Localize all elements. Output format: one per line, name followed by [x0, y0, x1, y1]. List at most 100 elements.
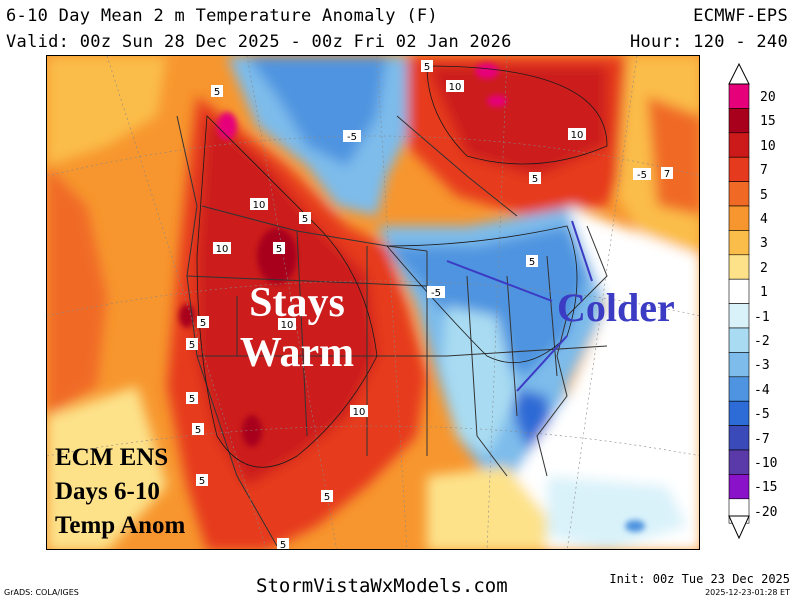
contour-label: 7 — [664, 169, 670, 180]
contour-label: 5 — [424, 62, 430, 73]
colorbar-swatch — [728, 181, 750, 207]
colorbar-swatch — [728, 132, 750, 158]
contour-label-bg — [213, 242, 231, 254]
colorbar-tick-label: 20 — [760, 90, 776, 105]
contour-label: -5 — [347, 132, 357, 143]
contour-label-bg — [526, 255, 538, 267]
contour-label: 5 — [532, 174, 538, 185]
colorbar-swatch — [728, 108, 750, 134]
forecast-hours: Hour: 120 - 240 — [629, 32, 788, 52]
contour-label: 10 — [353, 407, 366, 418]
contour-label: 10 — [571, 130, 584, 141]
contour-label: -5 — [431, 288, 441, 299]
colorbar-tick-label: -7 — [754, 431, 770, 447]
contour-label-bg — [211, 85, 223, 97]
init-time: Init: 00z Tue 23 Dec 2025 — [609, 572, 790, 586]
contour-label: -5 — [637, 170, 647, 181]
contour-label-bg — [250, 198, 268, 210]
colorbar-tick-label: -5 — [754, 407, 770, 423]
contour-label: 10 — [216, 244, 229, 255]
contour-label: 5 — [529, 257, 535, 268]
political-boundaries — [176, 115, 608, 547]
contour-label: 10 — [281, 320, 294, 331]
colorbar-tick-label: -15 — [754, 480, 778, 496]
anomaly-peaks — [179, 63, 645, 532]
colorbar-swatch — [728, 400, 750, 426]
stays-warm-text: Stays Warm — [239, 280, 355, 376]
contour-label: 5 — [302, 214, 308, 225]
color-legend: 20 15 10 7 5 4 3 2 1 -1 -2 -3 -4 -5 -7 -10 -15 -20 — [726, 62, 777, 546]
contour-label: 10 — [253, 200, 266, 211]
colorbar-tick-label: -4 — [754, 382, 770, 398]
colorbar-tick-label: 5 — [760, 187, 768, 203]
colorbar-bottom-arrow — [728, 515, 750, 540]
contour-label-bg — [343, 130, 361, 142]
contour-label: 5 — [324, 492, 330, 503]
contour-label-bg — [197, 316, 209, 328]
colder-label: Colder — [557, 284, 675, 331]
colorbar-swatch — [728, 303, 750, 329]
colorbar-tick-label: 3 — [760, 236, 768, 252]
colorbar-tick-label: -3 — [754, 358, 770, 374]
contour-label-bg — [273, 242, 285, 254]
colorbar-swatch — [728, 278, 750, 304]
colorbar-swatch — [728, 254, 750, 280]
contour-label-bg — [350, 405, 368, 417]
colorbar-tick-label: -10 — [754, 456, 778, 471]
colorbar-swatch — [728, 376, 750, 402]
colorbar-tick-label: -20 — [754, 504, 778, 520]
contour-label-bg — [186, 338, 198, 350]
colorbar-swatch — [728, 449, 750, 475]
contour-label-bg — [633, 168, 651, 180]
contour-label: 5 — [199, 476, 205, 487]
contour-label-bg — [421, 60, 433, 72]
contour-label: 5 — [276, 244, 282, 255]
contour-label-bg — [196, 474, 208, 486]
colorbar-top-arrow — [728, 62, 750, 85]
ecm-ens-text: ECM ENS Days 6-10 Temp Anom — [55, 444, 186, 539]
contour-label-bg — [186, 392, 198, 404]
grads-credit: GrADS: COLA/IGES — [4, 588, 79, 597]
colder-text: Colder — [557, 285, 675, 330]
ecm-ens-label: ECM ENS Days 6-10 Temp Anom — [55, 441, 185, 543]
colorbar — [728, 62, 750, 540]
colorbar-swatch — [728, 474, 750, 500]
colorbar-tick-label: 15 — [760, 114, 776, 130]
temperature-anomaly-map: 5 -5 10 10 10 5 10 5 -5 10 5 10 5 5 5 5 5 5 5 5 -5 5 7 Stays W… — [46, 55, 700, 550]
colorbar-tick-label: -1 — [754, 309, 770, 325]
stays-warm-label: Stays Warm — [227, 278, 367, 378]
contour-label: 5 — [189, 394, 195, 405]
contour-label-bg — [277, 538, 289, 549]
colorbar-tick-label: -2 — [754, 334, 770, 349]
contour-label: 5 — [189, 340, 195, 351]
valid-time: Valid: 00z Sun 28 Dec 2025 - 00z Fri 02 … — [6, 32, 512, 52]
colorbar-tick-label: 7 — [760, 163, 768, 179]
colorbar-tick-label: 1 — [760, 285, 768, 301]
contour-label-bg — [446, 80, 464, 92]
colorbar-swatch — [728, 205, 750, 231]
contour-label: 5 — [280, 540, 286, 550]
colorbar-swatch — [728, 327, 750, 353]
contour-label-bg — [661, 167, 673, 179]
colorbar-swatch — [728, 425, 750, 451]
graticule — [47, 56, 699, 549]
contour-label-bg — [192, 423, 204, 435]
contour-label: 5 — [200, 318, 206, 329]
contour-label-bg — [321, 490, 333, 502]
colorbar-swatch — [728, 352, 750, 378]
contour-label-bg — [278, 318, 296, 330]
colder-arrows — [446, 220, 593, 392]
colorbar-tick-label: 10 — [760, 138, 776, 154]
colorbar-tick-label: 2 — [760, 260, 768, 276]
contour-label-bg — [568, 128, 586, 140]
contour-label: 5 — [214, 87, 220, 98]
contour-label: 5 — [195, 425, 201, 436]
colorbar-swatch — [728, 83, 750, 109]
site-name: StormVistaWxModels.com — [256, 575, 508, 597]
model-name: ECMWF-EPS — [693, 6, 788, 26]
map-title: 6-10 Day Mean 2 m Temperature Anomaly (F… — [6, 6, 438, 26]
colorbar-swatch — [728, 156, 750, 182]
colorbar-tick-label: 4 — [760, 212, 768, 227]
